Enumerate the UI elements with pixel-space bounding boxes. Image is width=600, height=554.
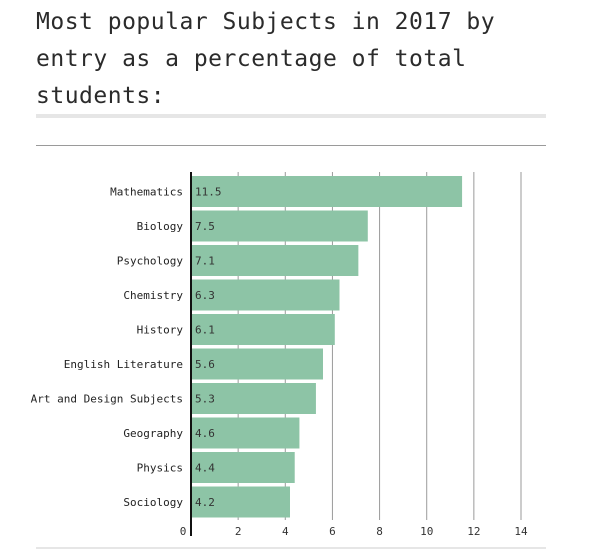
- category-label-english-literature: English Literature: [64, 358, 183, 371]
- value-label-sociology: 4.2: [195, 496, 215, 509]
- value-label-geography: 4.6: [195, 427, 215, 440]
- bar-psychology: [191, 245, 359, 276]
- category-label-geography: Geography: [123, 427, 183, 440]
- x-tick-label-8: 8: [376, 525, 383, 538]
- x-tick-label-0: 0: [180, 525, 187, 538]
- category-label-mathematics: Mathematics: [110, 186, 183, 199]
- bars: [191, 176, 463, 518]
- x-tick-label-2: 2: [235, 525, 242, 538]
- category-label-psychology: Psychology: [117, 255, 184, 268]
- category-label-chemistry: Chemistry: [123, 289, 183, 302]
- value-label-biology: 7.5: [195, 220, 215, 233]
- bar-sociology: [191, 486, 290, 518]
- value-label-english-literature: 5.6: [195, 358, 215, 371]
- chart-title: Most popular Subjects in 2017 by entry a…: [36, 9, 496, 109]
- category-label-biology: Biology: [137, 220, 184, 233]
- bar-history: [191, 314, 335, 345]
- bar-geography: [191, 417, 300, 449]
- x-tick-label-14: 14: [514, 525, 528, 538]
- title-divider: [36, 114, 546, 118]
- value-label-mathematics: 11.5: [195, 186, 222, 199]
- chart-bottom-divider: [36, 547, 546, 549]
- x-tick-label-4: 4: [282, 525, 289, 538]
- bar-chemistry: [191, 279, 340, 311]
- bar-physics: [191, 452, 295, 483]
- bar-english-literature: [191, 348, 323, 380]
- category-label-sociology: Sociology: [123, 496, 183, 509]
- bar-biology: [191, 210, 368, 242]
- x-tick-label-10: 10: [420, 525, 433, 538]
- labels: 11.5 Mathematics 7.5 Biology 7.1 Psychology 6.…: [31, 186, 528, 539]
- bar-mathematics: [191, 176, 463, 207]
- x-tick-label-6: 6: [329, 525, 336, 538]
- category-label-art-and-design-subjects: Art and Design Subjects: [31, 393, 183, 406]
- category-label-physics: Physics: [137, 462, 183, 475]
- value-label-art-and-design-subjects: 5.3: [195, 393, 215, 406]
- value-label-chemistry: 6.3: [195, 289, 215, 302]
- value-label-physics: 4.4: [195, 462, 215, 475]
- value-label-history: 6.1: [195, 324, 215, 337]
- category-label-history: History: [137, 324, 184, 337]
- chart-top-divider: [36, 145, 546, 146]
- value-label-psychology: 7.1: [195, 255, 215, 268]
- bar-art-and-design-subjects: [191, 383, 316, 414]
- x-tick-label-12: 12: [467, 525, 480, 538]
